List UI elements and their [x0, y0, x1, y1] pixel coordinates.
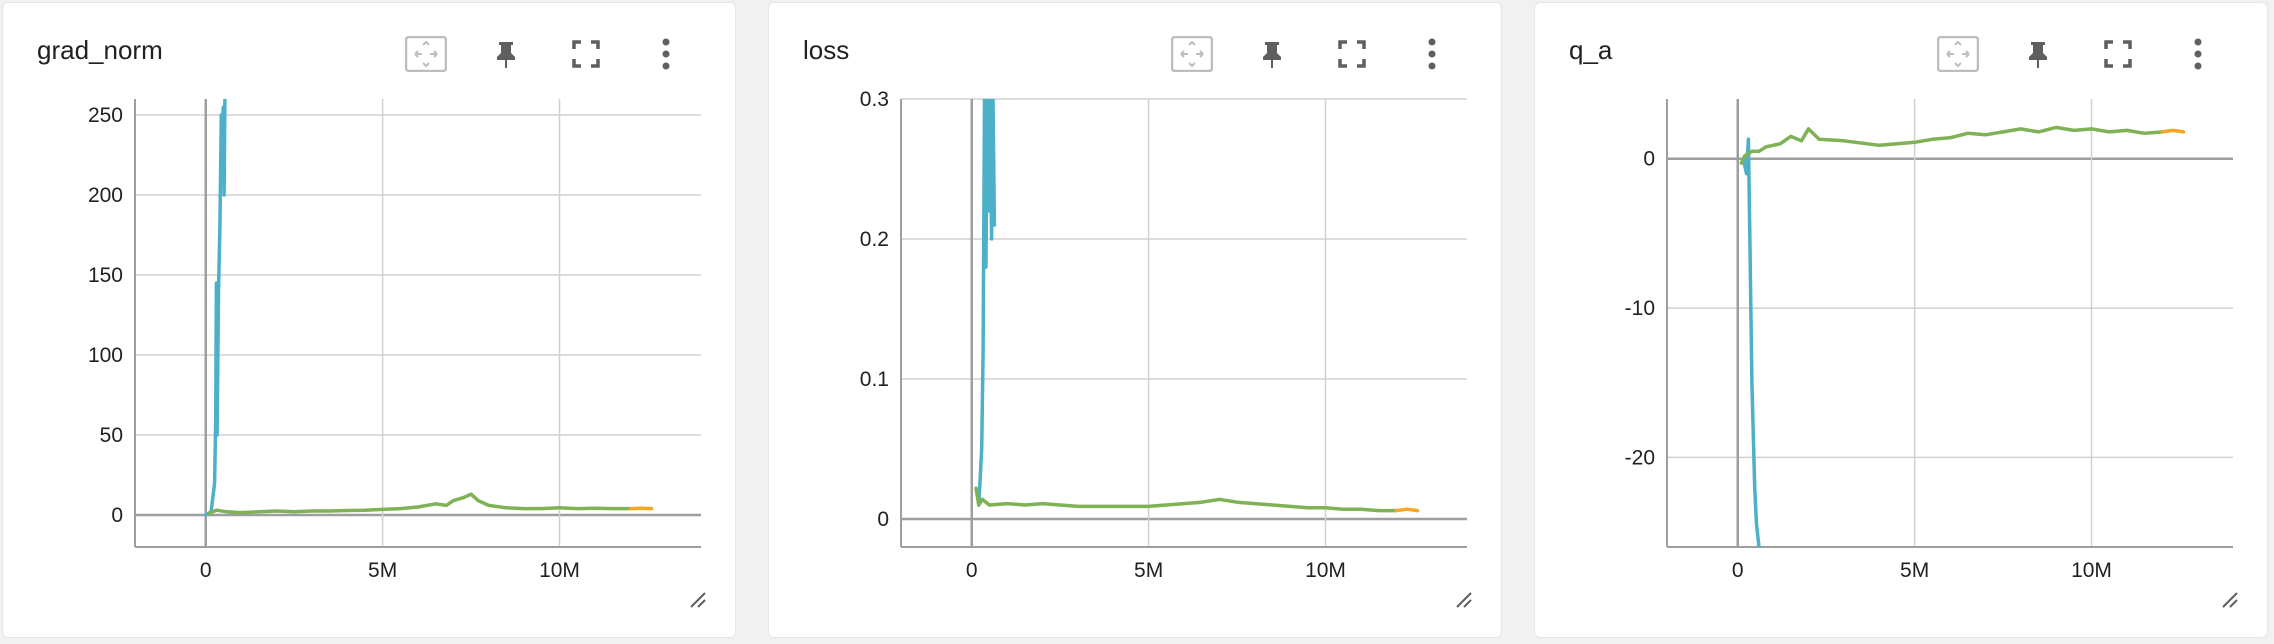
fullscreen-button[interactable] — [1329, 31, 1375, 77]
x-tick-label: 5M — [368, 559, 397, 582]
y-tick-label: 0.3 — [860, 88, 889, 111]
x-tick-label: 10M — [539, 559, 580, 582]
series-line-1 — [974, 486, 1399, 513]
y-tick-label: 0 — [111, 504, 123, 527]
pin-button[interactable] — [1249, 31, 1295, 77]
fullscreen-icon — [2104, 40, 2132, 68]
pin-button[interactable] — [2015, 31, 2061, 77]
y-tick-label: 200 — [88, 184, 123, 207]
chart-title: q_a — [1569, 35, 1613, 65]
chart-card-q-a: q_a -20 -10 0 0 5M 10M — [1534, 2, 2268, 638]
chart-title: grad_norm — [37, 35, 163, 65]
pin-icon — [2029, 42, 2047, 68]
chart-toolbar — [403, 31, 713, 77]
x-tick-label: 5M — [1134, 559, 1163, 582]
resize-handle-icon[interactable] — [1455, 591, 1473, 609]
line-chart: -20 -10 0 0 5M 10M — [1625, 99, 2233, 582]
fullscreen-button[interactable] — [2095, 31, 2141, 77]
y-tick-label: 0.1 — [860, 368, 889, 391]
chart-card-loss: loss 0 0.1 0.2 0.3 0 5M 10M — [768, 2, 1502, 638]
fullscreen-icon — [1338, 40, 1366, 68]
fullscreen-button[interactable] — [563, 31, 609, 77]
x-tick-label: 10M — [2071, 559, 2112, 582]
x-tick-label: 10M — [1305, 559, 1346, 582]
series-line-1 — [207, 492, 633, 516]
chart-toolbar — [1169, 31, 1479, 77]
y-tick-label: 0.2 — [860, 228, 889, 251]
more-vert-icon — [2194, 38, 2202, 70]
line-chart: 0 50 100 150 200 250 0 5M 10M — [88, 99, 701, 582]
y-tick-label: 150 — [88, 264, 123, 287]
y-tick-label: 250 — [88, 104, 123, 127]
more-options-button[interactable] — [643, 31, 689, 77]
x-tick-label: 5M — [1900, 559, 1929, 582]
series-line-0 — [1741, 137, 1761, 547]
resize-handle-icon[interactable] — [689, 591, 707, 609]
pin-button[interactable] — [483, 31, 529, 77]
x-tick-label: 0 — [1732, 559, 1744, 582]
y-tick-label: 100 — [88, 344, 123, 367]
more-vert-icon — [662, 38, 670, 70]
fit-domain-button[interactable] — [1935, 31, 1981, 77]
series-line-2 — [2160, 128, 2186, 134]
chart-card-grad-norm: grad_norm 0 50 100 150 200 250 0 5M 10M — [2, 2, 736, 638]
fullscreen-icon — [572, 40, 600, 68]
series-line-2 — [1394, 507, 1420, 513]
fit-domain-icon — [405, 36, 447, 72]
series-line-1 — [1739, 125, 2165, 165]
y-tick-label: 50 — [100, 424, 123, 447]
line-chart: 0 0.1 0.2 0.3 0 5M 10M — [860, 88, 1467, 582]
fit-domain-icon — [1171, 36, 1213, 72]
x-tick-label: 0 — [200, 559, 212, 582]
fit-domain-button[interactable] — [403, 31, 449, 77]
more-vert-icon — [1428, 38, 1436, 70]
fit-domain-button[interactable] — [1169, 31, 1215, 77]
series-line-0 — [204, 99, 227, 517]
chart-title: loss — [803, 35, 850, 65]
series-line-0 — [975, 99, 997, 507]
pin-icon — [1263, 42, 1281, 68]
fit-domain-icon — [1937, 36, 1979, 72]
resize-handle-icon[interactable] — [2221, 591, 2239, 609]
chart-toolbar — [1935, 31, 2245, 77]
more-options-button[interactable] — [1409, 31, 1455, 77]
y-tick-label: -20 — [1625, 446, 1655, 469]
y-tick-label: 0 — [877, 508, 889, 531]
x-tick-label: 0 — [966, 559, 978, 582]
y-tick-label: 0 — [1643, 148, 1655, 171]
more-options-button[interactable] — [2175, 31, 2221, 77]
y-tick-label: -10 — [1625, 297, 1655, 320]
pin-icon — [497, 42, 515, 68]
